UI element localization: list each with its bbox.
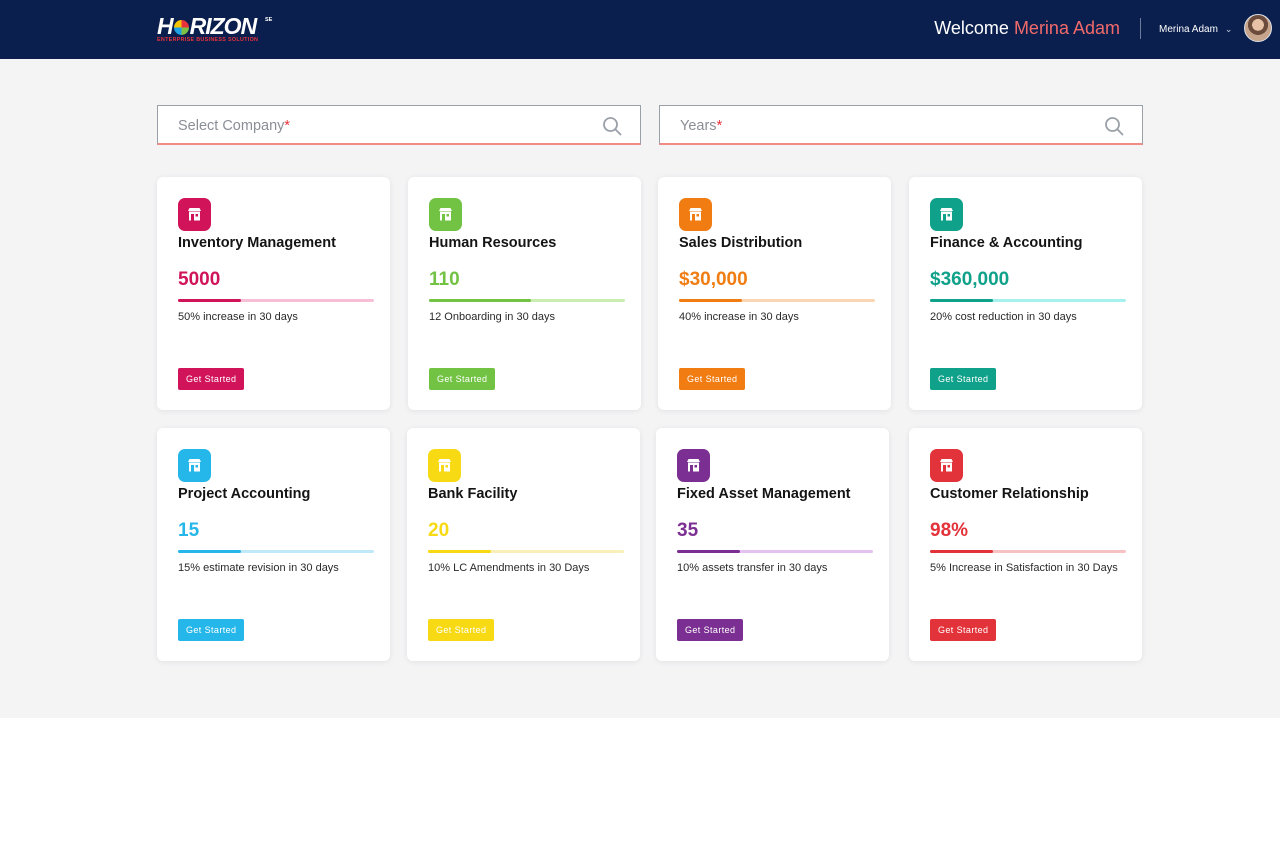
card-description: 5% Increase in Satisfaction in 30 Days [930,562,1118,574]
select-company-placeholder: Select Company [178,118,285,134]
module-card-inventory-management: Inventory Management 5000 50% increase in … [157,177,390,410]
store-icon [677,449,710,482]
progress-track [178,550,374,553]
card-value: 5000 [178,269,221,290]
card-value: 35 [677,520,699,541]
card-value: 110 [429,269,460,290]
card-description: 50% increase in 30 days [178,311,298,323]
progress-track [930,550,1126,553]
progress-track [428,550,624,553]
card-description: 15% estimate revision in 30 days [178,562,339,574]
user-menu-label: Merina Adam [1159,23,1218,35]
get-started-button[interactable]: Get Started [178,619,245,641]
welcome-message: Welcome Merina Adam [934,18,1120,38]
module-card-human-resources: Human Resources 110 12 Onboarding in 30 da… [408,177,641,410]
search-icon[interactable] [602,116,622,136]
progress-fill [178,550,241,553]
progress-fill [428,550,491,553]
module-card-sales-distribution: Sales Distribution $30,000 40% increase in… [658,177,891,410]
progress-fill [930,550,993,553]
progress-track [679,299,875,302]
card-title: Inventory Management [178,235,336,251]
get-started-button[interactable]: Get Started [178,368,245,390]
module-card-bank-facility: Bank Facility 20 10% LC Amendments in 30 D… [407,428,640,661]
avatar[interactable] [1244,14,1272,42]
card-title: Fixed Asset Management [677,486,851,502]
header-divider [1140,18,1141,39]
card-title: Sales Distribution [679,235,803,251]
get-started-button[interactable]: Get Started [679,368,746,390]
logo-globe-icon [173,20,189,35]
progress-fill [429,299,531,302]
progress-fill [930,299,993,302]
dashboard-main: Select Company* Years* Inventory Managem… [0,59,1280,718]
get-started-button[interactable]: Get Started [930,368,997,390]
card-description: 20% cost reduction in 30 days [930,311,1077,323]
card-description: 10% assets transfer in 30 days [677,562,828,574]
store-icon [428,449,461,482]
store-icon [178,449,211,482]
card-title: Finance & Accounting [930,235,1083,251]
store-icon [930,449,963,482]
store-icon [178,198,211,231]
card-description: 10% LC Amendments in 30 Days [428,562,590,574]
card-value: $30,000 [679,269,748,290]
top-navbar: H RIZON SE ENTERPRISE BUSINESS SOLUTION W… [0,0,1280,59]
required-mark: * [284,118,291,134]
welcome-user-name: Merina Adam [1013,18,1120,38]
module-card-customer-relationship: Customer Relationship 98% 5% Increase in S… [909,428,1142,661]
card-value: 98% [930,520,969,541]
horizon-logo[interactable]: H RIZON SE ENTERPRISE BUSINESS SOLUTION [157,14,277,46]
get-started-button[interactable]: Get Started [429,368,496,390]
card-value: $360,000 [930,269,1010,290]
card-value: 20 [428,520,450,541]
progress-fill [677,550,740,553]
card-title: Customer Relationship [930,486,1089,502]
store-icon [429,198,462,231]
progress-fill [679,299,742,302]
module-card-project-accounting: Project Accounting 15 15% estimate revisio… [157,428,390,661]
logo-suffix: SE [265,17,273,23]
years-field[interactable]: Years* [659,105,1143,145]
progress-track [930,299,1126,302]
get-started-button[interactable]: Get Started [930,619,997,641]
logo-tagline: ENTERPRISE BUSINESS SOLUTION [157,37,259,43]
store-icon [930,198,963,231]
card-title: Project Accounting [178,486,311,502]
progress-track [429,299,625,302]
logo-wordmark: H RIZON [157,13,257,39]
module-card-fixed-asset-management: Fixed Asset Management 35 10% assets trans… [656,428,889,661]
progress-track [178,299,374,302]
progress-fill [178,299,241,302]
search-icon[interactable] [1104,116,1124,136]
years-placeholder: Years [680,118,717,134]
select-company-field[interactable]: Select Company* [157,105,641,145]
store-icon [679,198,712,231]
module-card-finance-accounting: Finance & Accounting $360,000 20% cost red… [909,177,1142,410]
get-started-button[interactable]: Get Started [428,619,495,641]
required-mark: * [716,118,723,134]
card-description: 40% increase in 30 days [679,311,799,323]
progress-track [677,550,873,553]
card-value: 15 [178,520,200,541]
chevron-down-icon: ⌄ [1224,23,1233,34]
card-title: Bank Facility [428,486,518,502]
get-started-button[interactable]: Get Started [677,619,744,641]
user-menu-dropdown[interactable]: Merina Adam ⌄ [1159,18,1232,40]
card-title: Human Resources [429,235,557,251]
card-description: 12 Onboarding in 30 days [429,311,555,323]
